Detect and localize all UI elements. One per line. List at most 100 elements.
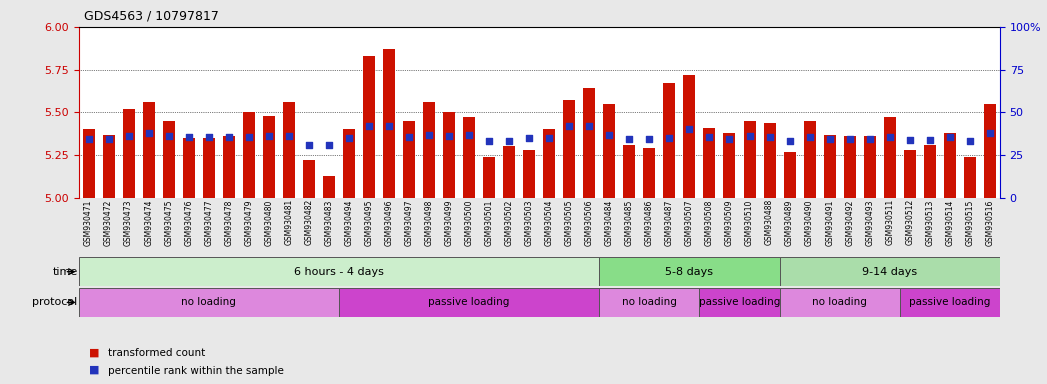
- Text: no loading: no loading: [812, 297, 867, 308]
- Bar: [504, 147, 515, 198]
- Bar: [322, 175, 335, 198]
- Text: 9-14 days: 9-14 days: [862, 266, 917, 277]
- Point: [961, 137, 978, 144]
- Point: [921, 137, 938, 143]
- Point: [520, 135, 537, 141]
- Text: ■: ■: [89, 364, 99, 374]
- Bar: [664, 83, 675, 198]
- Bar: [343, 129, 355, 198]
- Point: [601, 131, 618, 137]
- Bar: [923, 145, 936, 198]
- Point: [120, 133, 137, 139]
- Point: [320, 142, 337, 148]
- Point: [281, 133, 297, 139]
- Bar: [723, 133, 735, 198]
- Bar: [463, 118, 475, 198]
- Bar: [122, 109, 135, 198]
- Bar: [684, 75, 695, 198]
- Point: [200, 134, 217, 140]
- Bar: [339, 288, 599, 317]
- Bar: [783, 152, 796, 198]
- Point: [541, 135, 558, 141]
- Bar: [142, 102, 155, 198]
- Text: protocol: protocol: [32, 297, 77, 308]
- Bar: [743, 121, 756, 198]
- Bar: [804, 121, 816, 198]
- Point: [901, 137, 918, 143]
- Point: [461, 132, 477, 139]
- Point: [641, 136, 658, 142]
- Point: [882, 134, 898, 140]
- Point: [941, 134, 958, 140]
- Point: [140, 130, 157, 136]
- Point: [681, 126, 697, 132]
- Point: [842, 136, 859, 142]
- Bar: [524, 150, 535, 198]
- Bar: [623, 145, 636, 198]
- Bar: [162, 121, 175, 198]
- Bar: [599, 257, 780, 286]
- Point: [741, 133, 758, 139]
- Bar: [403, 121, 415, 198]
- Point: [801, 134, 818, 140]
- Point: [381, 123, 398, 129]
- Point: [581, 123, 598, 129]
- Bar: [283, 102, 295, 198]
- Point: [300, 142, 317, 148]
- Point: [340, 135, 357, 141]
- Point: [261, 133, 277, 139]
- Text: percentile rank within the sample: percentile rank within the sample: [108, 366, 284, 376]
- Bar: [780, 257, 1000, 286]
- Bar: [423, 102, 436, 198]
- Point: [180, 134, 197, 140]
- Point: [241, 134, 258, 140]
- Bar: [964, 157, 976, 198]
- Text: passive loading: passive loading: [428, 297, 510, 308]
- Text: passive loading: passive loading: [909, 297, 990, 308]
- Text: time: time: [52, 266, 77, 277]
- Point: [441, 133, 458, 139]
- Bar: [780, 288, 899, 317]
- Text: ■: ■: [89, 347, 99, 357]
- Point: [401, 134, 418, 140]
- Point: [421, 132, 438, 139]
- Bar: [699, 288, 780, 317]
- Text: passive loading: passive loading: [698, 297, 780, 308]
- Bar: [643, 148, 655, 198]
- Bar: [583, 88, 596, 198]
- Bar: [824, 134, 836, 198]
- Bar: [263, 116, 274, 198]
- Bar: [203, 138, 215, 198]
- Point: [701, 134, 718, 140]
- Point: [761, 134, 778, 140]
- Point: [81, 136, 97, 142]
- Bar: [243, 112, 254, 198]
- Point: [621, 136, 638, 142]
- Bar: [483, 157, 495, 198]
- Bar: [844, 136, 855, 198]
- Point: [360, 123, 377, 129]
- Bar: [943, 133, 956, 198]
- Point: [101, 136, 117, 142]
- Bar: [79, 257, 599, 286]
- Text: transformed count: transformed count: [108, 348, 205, 358]
- Point: [661, 135, 677, 141]
- Bar: [899, 288, 1000, 317]
- Bar: [182, 138, 195, 198]
- Point: [500, 138, 517, 144]
- Text: no loading: no loading: [181, 297, 237, 308]
- Bar: [383, 49, 395, 198]
- Bar: [543, 129, 555, 198]
- Point: [781, 138, 798, 144]
- Point: [160, 133, 177, 139]
- Bar: [763, 122, 776, 198]
- Bar: [563, 100, 575, 198]
- Text: 6 hours - 4 days: 6 hours - 4 days: [294, 266, 384, 277]
- Text: 5-8 days: 5-8 days: [666, 266, 713, 277]
- Point: [561, 123, 578, 129]
- Bar: [704, 128, 715, 198]
- Bar: [83, 129, 94, 198]
- Point: [481, 138, 497, 144]
- Bar: [864, 136, 875, 198]
- Bar: [363, 56, 375, 198]
